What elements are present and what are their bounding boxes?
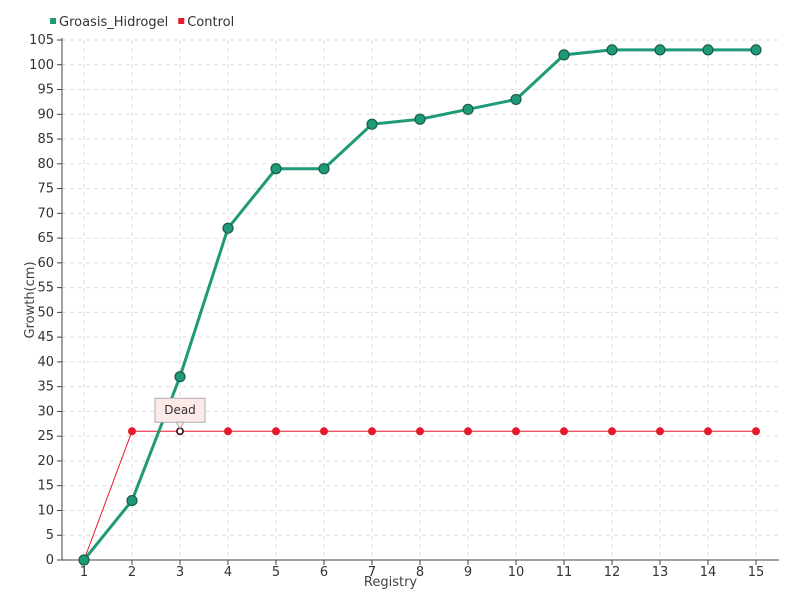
data-point[interactable]	[366, 118, 378, 130]
data-point[interactable]	[78, 554, 90, 566]
y-tick-label: 0	[46, 553, 54, 568]
y-tick-label: 55	[37, 281, 54, 296]
callout-label: Dead	[164, 403, 196, 417]
data-point[interactable]	[128, 427, 136, 436]
y-tick-label: 30	[37, 404, 54, 419]
data-point[interactable]	[270, 163, 282, 175]
data-point[interactable]	[414, 113, 426, 125]
x-tick-label: 3	[176, 565, 184, 580]
legend-swatch	[178, 18, 185, 24]
x-tick-label: 13	[652, 565, 669, 580]
x-tick-label: 7	[368, 565, 376, 580]
data-point[interactable]	[512, 427, 520, 436]
legend-item[interactable]: Control	[178, 15, 234, 30]
x-tick-label: 12	[604, 565, 621, 580]
series-control	[80, 427, 760, 564]
y-tick-label: 20	[37, 454, 54, 469]
data-point[interactable]	[750, 44, 762, 56]
y-tick-label: 25	[37, 429, 54, 444]
data-point[interactable]	[126, 494, 138, 507]
annotation-callout: Dead	[154, 397, 206, 435]
x-tick-label: 10	[508, 565, 525, 580]
y-tick-label: 80	[37, 157, 54, 172]
y-tick-label: 85	[37, 132, 54, 147]
x-tick-label: 1	[80, 565, 88, 580]
x-tick-label: 14	[700, 565, 717, 580]
y-tick-label: 65	[37, 231, 54, 246]
data-point[interactable]	[464, 427, 472, 436]
y-tick-label: 70	[37, 206, 54, 221]
callout-pointer	[175, 421, 185, 430]
data-point[interactable]	[702, 44, 714, 56]
x-tick-label: 15	[748, 565, 765, 580]
x-tick-label: 11	[556, 565, 573, 580]
data-point[interactable]	[510, 93, 522, 106]
data-point[interactable]	[174, 371, 186, 383]
axes: 0510152025303540455055606570758085909510…	[29, 33, 779, 580]
data-point[interactable]	[416, 427, 424, 436]
y-tick-label: 100	[29, 58, 54, 73]
data-point[interactable]	[368, 427, 376, 436]
data-point[interactable]	[752, 427, 760, 436]
series-groasis-hidrogel	[78, 44, 762, 566]
y-tick-label: 45	[37, 330, 54, 345]
legend-label: Control	[187, 15, 234, 30]
data-point[interactable]	[606, 44, 618, 56]
y-tick-label: 10	[37, 503, 54, 518]
x-tick-label: 6	[320, 565, 328, 580]
x-tick-label: 5	[272, 565, 280, 580]
data-point[interactable]	[462, 103, 474, 115]
data-point[interactable]	[654, 44, 666, 56]
y-tick-label: 50	[37, 305, 54, 320]
x-axis-title: Registry	[364, 575, 418, 590]
legend-label: Groasis_Hidrogel	[59, 15, 168, 30]
callout-box	[154, 397, 206, 423]
grid	[62, 39, 779, 560]
legend-swatch	[50, 18, 56, 24]
data-point[interactable]	[320, 427, 328, 436]
y-tick-label: 40	[37, 355, 54, 370]
data-point[interactable]	[318, 163, 330, 175]
y-tick-label: 15	[37, 479, 54, 494]
data-point[interactable]	[224, 427, 232, 436]
y-tick-label: 60	[37, 256, 54, 271]
data-point[interactable]	[608, 427, 616, 436]
series-group	[78, 44, 762, 566]
x-tick-label: 8	[416, 565, 424, 580]
legend-item[interactable]: Groasis_Hidrogel	[50, 15, 168, 30]
data-point[interactable]	[704, 427, 712, 436]
legend: Groasis_Hidrogel Control	[50, 15, 234, 30]
x-tick-label: 2	[128, 565, 136, 580]
y-axis-title: Growth(cm)	[23, 261, 38, 338]
y-tick-label: 105	[29, 33, 54, 48]
x-tick-label: 9	[464, 565, 472, 580]
y-tick-label: 5	[46, 528, 54, 543]
data-point[interactable]	[222, 222, 234, 234]
annotations: Dead	[154, 397, 206, 435]
y-tick-label: 75	[37, 182, 54, 197]
y-tick-label: 90	[37, 107, 54, 122]
data-point[interactable]	[558, 49, 570, 61]
data-point[interactable]	[272, 427, 280, 436]
data-point[interactable]	[560, 427, 568, 436]
y-tick-label: 35	[37, 380, 54, 395]
data-point[interactable]	[656, 427, 664, 436]
x-tick-label: 4	[224, 565, 232, 580]
y-tick-label: 95	[37, 83, 54, 98]
